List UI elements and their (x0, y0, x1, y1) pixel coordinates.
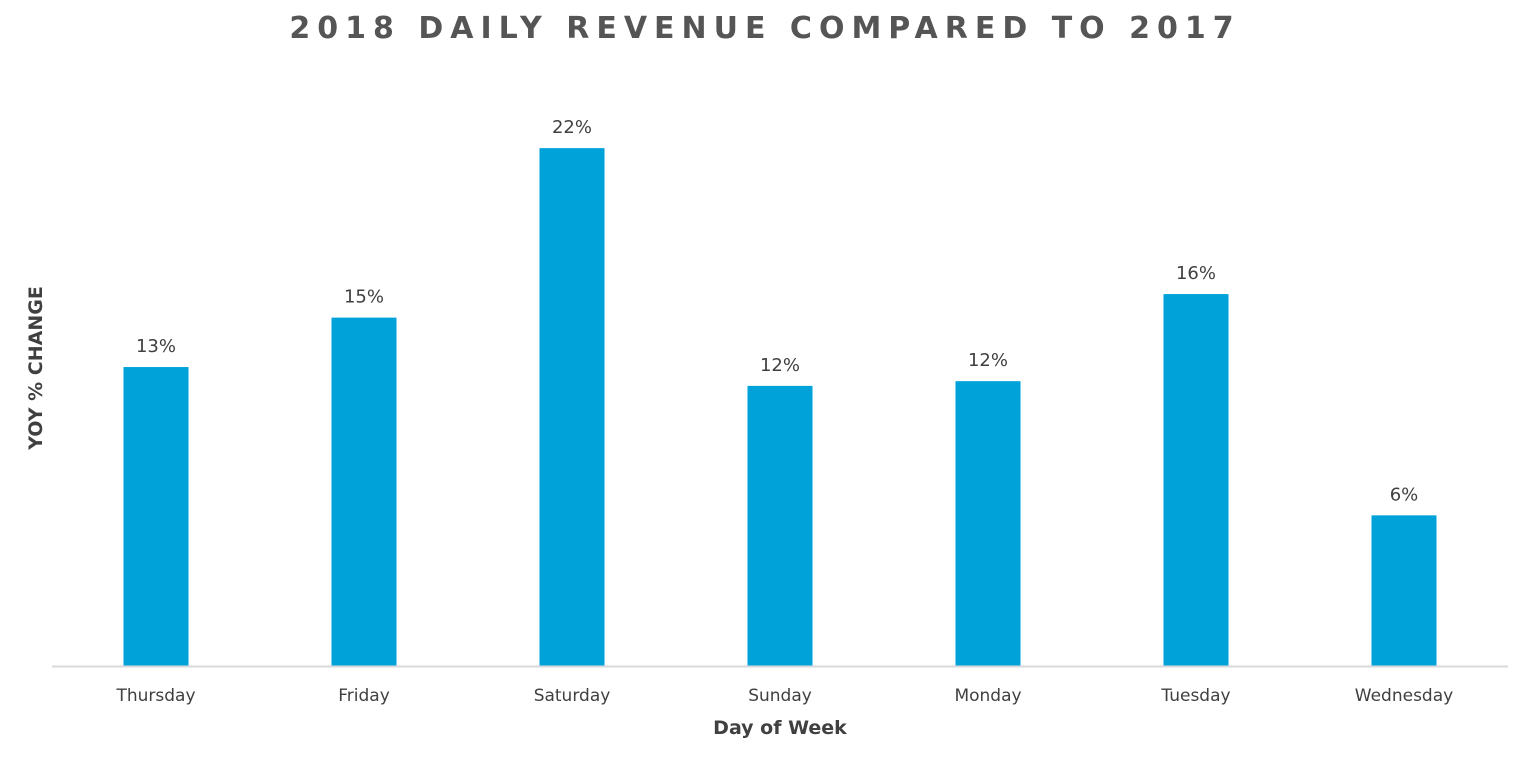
bar-thursday (123, 367, 189, 666)
x-axis-title: Day of Week (713, 717, 847, 739)
y-axis-title: YOY % CHANGE (25, 286, 47, 451)
bar-saturday (539, 148, 605, 666)
data-label-monday: 12% (968, 350, 1008, 371)
x-tick-labels: Thursday Friday Saturday Sunday Monday Tuesda… (115, 686, 1453, 706)
bar-tuesday (1163, 294, 1229, 666)
x-tick-label-wednesday: Wednesday (1355, 686, 1453, 706)
bar-sunday (747, 385, 813, 666)
x-tick-label-saturday: Saturday (534, 686, 611, 706)
data-label-friday: 15% (344, 287, 384, 308)
x-tick-label-sunday: Sunday (748, 686, 812, 706)
bar-friday (331, 317, 397, 666)
data-labels: 13% 15% 22% 12% 12% 16% 6% (136, 117, 1418, 505)
data-label-saturday: 22% (552, 117, 592, 138)
chart-title: 2018 DAILY REVENUE COMPARED TO 2017 (289, 11, 1240, 46)
x-tick-label-monday: Monday (954, 686, 1021, 706)
bars (123, 148, 1437, 666)
x-tick-label-thursday: Thursday (115, 686, 195, 706)
bar-monday (955, 381, 1021, 666)
data-label-thursday: 13% (136, 336, 176, 357)
data-label-tuesday: 16% (1176, 263, 1216, 284)
data-label-wednesday: 6% (1390, 484, 1419, 505)
x-tick-label-tuesday: Tuesday (1160, 686, 1230, 706)
data-label-sunday: 12% (760, 355, 800, 376)
x-tick-label-friday: Friday (338, 686, 390, 706)
bar-wednesday (1371, 515, 1437, 666)
